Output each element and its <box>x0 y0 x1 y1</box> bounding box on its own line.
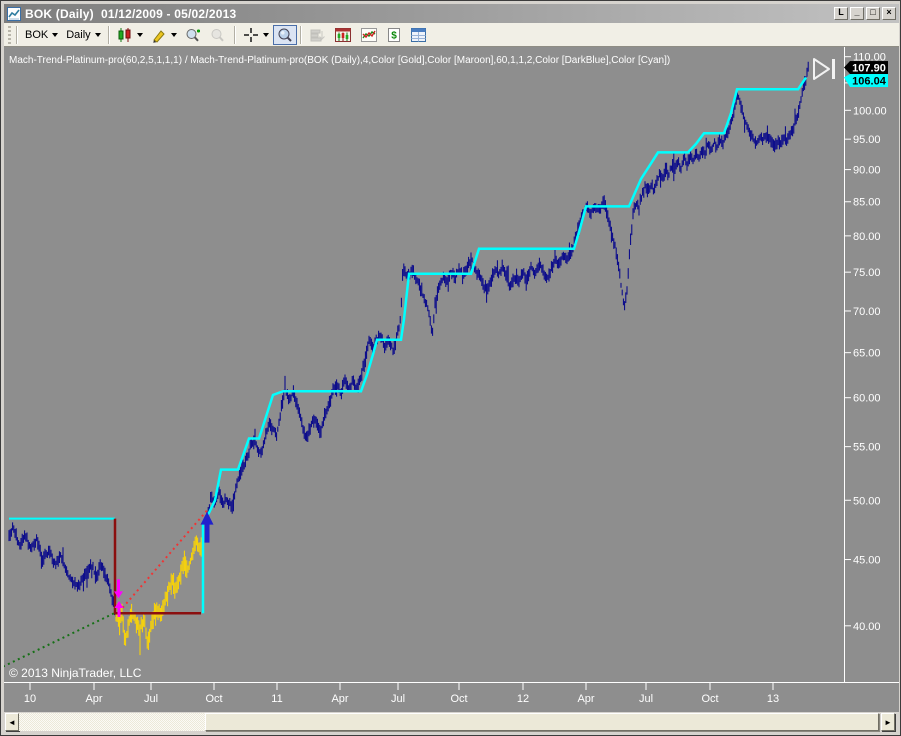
red-dotted-trend <box>118 509 208 613</box>
chevron-down-icon <box>262 32 269 37</box>
svg-text:12: 12 <box>517 693 529 705</box>
svg-text:$: $ <box>391 30 397 41</box>
zoom-out-icon <box>211 28 224 41</box>
svg-text:110.00: 110.00 <box>853 52 886 64</box>
svg-text:80.00: 80.00 <box>853 231 881 243</box>
crosshair-button[interactable] <box>239 25 273 45</box>
svg-text:65.00: 65.00 <box>853 348 881 360</box>
interval-dropdown[interactable]: Daily <box>62 25 104 45</box>
data-grid-icon <box>410 27 426 42</box>
svg-text:Oct: Oct <box>701 693 718 705</box>
svg-text:107.90: 107.90 <box>852 63 886 75</box>
svg-text:Apr: Apr <box>577 693 594 705</box>
market-analyzer-icon <box>334 27 351 42</box>
price-bars-darkblue-1 <box>8 522 117 617</box>
go-to-end-icon[interactable] <box>813 58 835 80</box>
svg-text:85.00: 85.00 <box>853 197 881 209</box>
svg-text:13: 13 <box>767 693 779 705</box>
drawing-tools-button[interactable] <box>147 25 181 45</box>
data-box-button[interactable] <box>272 24 297 45</box>
svg-text:Oct: Oct <box>450 693 467 705</box>
plot-background <box>4 47 899 712</box>
app-chart-icon <box>7 6 21 21</box>
toolbar-separator <box>233 25 236 44</box>
svg-text:55.00: 55.00 <box>853 442 881 454</box>
link-button[interactable]: L <box>834 7 848 20</box>
account-dollar-icon: $ <box>387 27 400 42</box>
toolbar-separator <box>16 25 18 44</box>
market-analyzer-button[interactable] <box>330 25 356 45</box>
svg-text:40.00: 40.00 <box>853 621 881 633</box>
chart-overlay-icon <box>360 27 377 42</box>
svg-text:106.04: 106.04 <box>852 76 887 88</box>
svg-text:45.00: 45.00 <box>853 555 881 567</box>
mach-trend-cyan-trail <box>201 76 808 614</box>
chevron-down-icon <box>94 32 101 37</box>
svg-text:60.00: 60.00 <box>853 393 881 405</box>
svg-text:Oct: Oct <box>205 693 222 705</box>
mach-trend-maroon-stop <box>113 518 201 615</box>
chart-style-button[interactable] <box>113 25 147 45</box>
minimize-button[interactable]: _ <box>850 7 864 20</box>
zoom-out-button[interactable] <box>206 25 231 45</box>
svg-text:100.00: 100.00 <box>853 105 887 117</box>
horizontal-scrollbar: ◄ ► <box>4 712 899 732</box>
chart-overlay-button[interactable] <box>356 25 382 45</box>
zoom-in-icon <box>186 28 200 41</box>
scrollbar-thumb[interactable] <box>205 713 879 731</box>
zoom-in-button[interactable] <box>181 25 206 45</box>
indicator-label: Mach-Trend-Platinum-pro(60,2,5,1,1,1) / … <box>9 55 671 66</box>
svg-text:95.00: 95.00 <box>853 134 881 146</box>
account-dollar-button[interactable]: $ <box>382 25 406 45</box>
chart-trader-icon <box>310 29 325 41</box>
chart-style-icon <box>118 27 131 42</box>
svg-text:Apr: Apr <box>331 693 348 705</box>
svg-text:Jul: Jul <box>639 693 653 705</box>
drawing-tools-icon <box>152 29 165 43</box>
chevron-down-icon <box>136 32 143 37</box>
toolbar-separator <box>299 25 302 44</box>
data-grid-button[interactable] <box>406 25 431 45</box>
svg-text:11: 11 <box>271 693 282 705</box>
maximize-button[interactable]: □ <box>866 7 880 20</box>
data-box-icon <box>278 28 292 42</box>
svg-text:75.00: 75.00 <box>853 267 881 279</box>
svg-text:Jul: Jul <box>391 693 405 705</box>
toolbar-separator <box>107 25 110 44</box>
green-dotted-trend <box>4 612 115 668</box>
toolbar-grip[interactable] <box>6 25 13 44</box>
scrollbar-trough[interactable] <box>19 713 205 731</box>
svg-text:10: 10 <box>24 693 36 705</box>
chevron-down-icon <box>170 32 177 37</box>
svg-text:50.00: 50.00 <box>853 495 881 507</box>
instrument-dropdown[interactable]: BOK <box>21 25 62 45</box>
chart-canvas[interactable]: 40.00 45.00 50.00 55.00 60.00 65.00 70.00 75.00… <box>4 47 899 712</box>
time-axis[interactable]: 10 Apr Jul Oct 11 Apr Jul Oct 12 Apr Jul Oct 13 <box>4 682 899 706</box>
window-title: BOK (Daily) 01/12/2009 - 05/02/2013 <box>25 6 237 21</box>
scrollbar-right-arrow[interactable]: ► <box>881 713 895 731</box>
svg-text:70.00: 70.00 <box>853 306 881 318</box>
svg-text:Apr: Apr <box>85 693 102 705</box>
scrollbar-left-arrow[interactable]: ◄ <box>5 713 19 731</box>
toolbar: BOK Daily <box>4 23 899 47</box>
title-bar[interactable]: BOK (Daily) 01/12/2009 - 05/02/2013 L _ … <box>4 4 899 23</box>
svg-text:Jul: Jul <box>144 693 158 705</box>
chevron-down-icon <box>52 32 59 37</box>
close-button[interactable]: × <box>882 7 896 20</box>
crosshair-icon <box>243 27 258 42</box>
copyright-label: © 2013 NinjaTrader, LLC <box>9 666 142 680</box>
signal-markers <box>114 511 214 618</box>
price-axis[interactable]: 40.00 45.00 50.00 55.00 60.00 65.00 70.00 75.00… <box>844 47 887 682</box>
chart-trader-button[interactable] <box>305 25 330 45</box>
svg-text:90.00: 90.00 <box>853 165 881 177</box>
